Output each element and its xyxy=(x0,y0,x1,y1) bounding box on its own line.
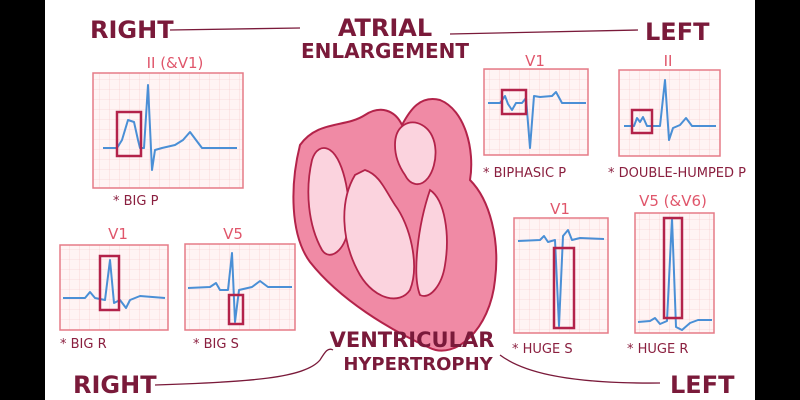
ventricular-right-label: RIGHT xyxy=(73,371,157,399)
double-humped-p-highlight xyxy=(630,108,654,135)
lead-label: V5 (&V6) xyxy=(639,192,707,210)
atrial-title-line2: ENLARGEMENT xyxy=(301,39,469,63)
ecg-trace xyxy=(624,79,716,141)
lead-label: II (&V1) xyxy=(147,54,204,72)
ventricular-left-label: LEFT xyxy=(670,371,735,399)
atrial-left-label: LEFT xyxy=(645,18,710,46)
ventricular-title-line2: HYPERTROPHY xyxy=(343,354,493,375)
ecg-grid xyxy=(92,72,244,189)
big-r-highlight xyxy=(98,254,121,312)
lead-label: V1 xyxy=(108,225,128,243)
atrial-title-line1: ATRIAL xyxy=(338,14,432,42)
note: * HUGE R xyxy=(627,342,688,357)
lead-label: II xyxy=(664,52,673,70)
ecg-grid xyxy=(483,68,589,156)
note: * HUGE S xyxy=(512,342,573,357)
huge-r-highlight xyxy=(662,216,684,320)
note: * BIG P xyxy=(113,194,159,209)
big-s-highlight xyxy=(227,293,245,326)
connector-line xyxy=(499,354,661,384)
ecg-trace xyxy=(103,84,237,171)
biphasic-p-highlight xyxy=(500,88,528,116)
note: * BIG S xyxy=(193,337,239,352)
lead-label: V5 xyxy=(223,225,243,243)
heart-illustration xyxy=(292,98,498,352)
atrial-right-label: RIGHT xyxy=(90,16,174,44)
note: * BIG R xyxy=(60,337,107,352)
connector-line xyxy=(449,29,639,35)
ecg-grid xyxy=(59,244,169,331)
ecg-trace xyxy=(63,259,166,309)
connector-line xyxy=(169,27,301,31)
huge-s-highlight xyxy=(552,246,576,330)
note: * DOUBLE-HUMPED P xyxy=(608,166,746,181)
big-p-highlight xyxy=(115,110,143,158)
ecg-trace xyxy=(517,229,605,327)
lead-label: V1 xyxy=(525,52,545,70)
whiteboard: RIGHT ATRIAL ENLARGEMENT LEFT II (&V1) *… xyxy=(45,0,755,400)
ecg-diagram: RIGHT ATRIAL ENLARGEMENT LEFT II (&V1) *… xyxy=(59,14,746,399)
connector-line xyxy=(154,348,334,386)
ventricular-title-line1: VENTRICULAR xyxy=(330,328,495,352)
lead-label: V1 xyxy=(550,200,570,218)
note: * BIPHASIC P xyxy=(483,166,566,181)
ecg-grid xyxy=(618,69,721,157)
ecg-trace xyxy=(187,252,292,323)
